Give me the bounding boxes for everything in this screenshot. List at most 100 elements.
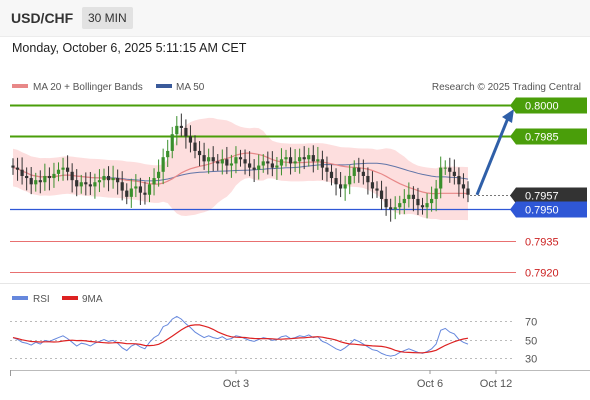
candle-body xyxy=(220,159,224,164)
candle-body xyxy=(279,159,284,166)
candle-body xyxy=(157,171,161,179)
last-price-tag xyxy=(516,187,587,204)
candle-body xyxy=(129,188,133,197)
candle-body xyxy=(288,157,293,164)
candle-body xyxy=(243,159,247,164)
header-bar: USD/CHF 30 MIN xyxy=(0,0,590,37)
x-tick-label: Oct 3 xyxy=(223,378,249,390)
candle-body xyxy=(202,155,206,162)
timeframe-button[interactable]: 30 MIN xyxy=(82,7,133,29)
candle-body xyxy=(211,157,215,162)
candle-body xyxy=(257,165,261,170)
candle-body xyxy=(166,150,170,158)
candle-body xyxy=(302,157,306,160)
candle-body xyxy=(216,161,220,164)
candle-body xyxy=(266,161,270,164)
candles xyxy=(11,113,470,222)
x-tick-label: Oct 6 xyxy=(417,378,443,390)
candle-body xyxy=(448,167,452,172)
rsi-legend-swatch xyxy=(12,296,28,300)
candle-body xyxy=(97,180,102,183)
candle-body xyxy=(61,167,65,170)
candle-body xyxy=(407,194,411,199)
candle-body xyxy=(116,178,120,183)
candle-body xyxy=(188,136,193,143)
candle-body xyxy=(298,157,302,162)
candle-body xyxy=(75,180,79,187)
x-axis-labels: Oct 3 Oct 6 Oct 12 xyxy=(10,370,512,390)
candle-body xyxy=(138,186,142,193)
tag-pointer xyxy=(510,187,516,204)
candle-body xyxy=(270,163,274,168)
candle-body xyxy=(416,198,420,206)
candle-body xyxy=(352,167,356,176)
candle-body xyxy=(207,157,211,162)
candle-body xyxy=(152,178,156,185)
symbol-label: USD/CHF xyxy=(11,10,74,26)
ma20-legend-swatch xyxy=(12,84,28,88)
candle-body xyxy=(452,171,456,176)
candle-body xyxy=(29,178,33,185)
resistance-tag xyxy=(516,128,587,145)
candle-body xyxy=(56,169,61,174)
candle-body xyxy=(248,163,252,168)
candle-body xyxy=(170,134,174,151)
candle-body xyxy=(234,157,238,164)
rsi-tick-label: 30 xyxy=(525,354,537,366)
candle-body xyxy=(238,157,243,160)
candle-body xyxy=(402,198,406,204)
candle-body xyxy=(379,190,384,199)
candle-body xyxy=(457,175,461,185)
candle-body xyxy=(334,178,338,185)
resistance-tag-label: 0.8000 xyxy=(525,101,559,113)
candle-body xyxy=(311,155,315,162)
resistance-tag xyxy=(516,97,587,114)
candle-body xyxy=(284,157,288,160)
candle-body xyxy=(52,173,56,179)
ma50-legend-label: MA 50 xyxy=(176,82,205,93)
candle-body xyxy=(325,167,329,172)
candle-body xyxy=(384,198,388,208)
candle-body xyxy=(366,175,370,183)
ma50-legend-swatch xyxy=(156,84,172,88)
candle-body xyxy=(466,188,470,195)
tag-pointer xyxy=(510,97,516,114)
candle-body xyxy=(111,178,115,181)
rsi-panel: 70 50 30 xyxy=(10,315,537,366)
datetime-label: Monday, October 6, 2025 5:11:15 AM CET xyxy=(12,41,247,55)
candle-body xyxy=(15,167,20,170)
candle-body xyxy=(102,175,106,181)
candle-body xyxy=(161,157,165,172)
candle-body xyxy=(66,167,70,172)
forecast-arrow-head xyxy=(502,109,514,123)
candle-body xyxy=(88,184,92,187)
candle-body xyxy=(389,207,393,210)
candle-body xyxy=(357,167,361,172)
rsi-tick-label: 70 xyxy=(525,317,537,329)
candle-body xyxy=(47,175,51,179)
support-tag-label: 0.7935 xyxy=(525,237,559,249)
ma20-legend-label: MA 20 + Bollinger Bands xyxy=(33,82,143,93)
rsi-line xyxy=(12,315,469,357)
candle-body xyxy=(439,167,443,189)
candle-body xyxy=(120,182,124,191)
candle-body xyxy=(375,188,379,191)
resistance-tag-label: 0.7985 xyxy=(525,132,559,144)
pivot-tag-label: 0.7950 xyxy=(525,205,559,217)
candle-body xyxy=(361,171,365,176)
rsi-ma-line xyxy=(12,324,469,354)
candle-body xyxy=(320,159,324,168)
candle-body xyxy=(184,127,188,137)
candle-body xyxy=(343,184,347,189)
candle-body xyxy=(84,182,88,185)
candle-body xyxy=(225,159,229,166)
candle-body xyxy=(143,192,147,195)
candle-body xyxy=(329,171,334,179)
last-price-tag-label: 0.7957 xyxy=(525,191,559,203)
candle-body xyxy=(339,184,343,189)
candle-body xyxy=(316,159,320,162)
credit-text: Research © 2025 Trading Central xyxy=(432,82,581,93)
candle-body xyxy=(293,161,297,164)
candle-body xyxy=(434,188,438,199)
